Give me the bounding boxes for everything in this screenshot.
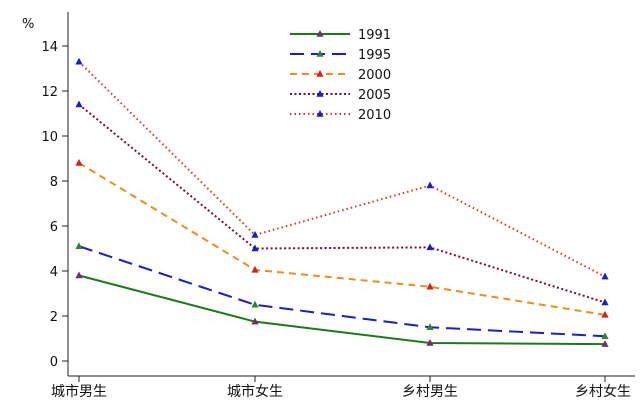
series-line-2000 [78, 162, 606, 316]
y-tick-label-2: 2 [50, 310, 58, 325]
data-point-1995-3 [601, 332, 609, 340]
legend-marker-1995 [316, 50, 324, 57]
y-tick-label-6: 6 [50, 220, 58, 235]
data-point-1991-1 [251, 317, 259, 325]
series-2010 [75, 57, 609, 280]
data-point-2000-2 [426, 282, 434, 290]
y-tick-label-4: 4 [50, 265, 58, 280]
data-point-2010-0 [75, 57, 83, 65]
x-tick-label-2: 乡村男生 [402, 384, 458, 400]
legend-label-1991: 1991 [358, 28, 391, 43]
data-point-1995-2 [426, 323, 434, 331]
legend: 1991 1995 2000 2005 2010 [290, 28, 391, 123]
data-point-2000-1 [251, 265, 259, 273]
legend-label-1995: 1995 [358, 48, 391, 63]
data-point-1995-1 [251, 300, 259, 308]
data-point-2010-3 [601, 272, 609, 280]
data-point-2005-3 [601, 298, 609, 306]
x-tick-label-0: 城市男生 [51, 383, 107, 400]
series-line-2010 [78, 61, 606, 278]
axes: 0 2 4 6 8 10 12 14 城市男生 城市女生 乡村男生 乡村女生 [41, 12, 635, 400]
y-tick-label-10: 10 [41, 130, 58, 145]
x-tick-label-3: 乡村女生 [575, 383, 631, 400]
series-line-2005 [78, 103, 606, 304]
legend-marker-2000 [316, 70, 324, 77]
data-point-2005-0 [75, 100, 83, 108]
data-point-2000-3 [601, 310, 609, 318]
y-unit-label: % [22, 17, 34, 32]
legend-label-2000: 2000 [358, 68, 391, 83]
data-point-2000-0 [75, 159, 83, 166]
series-1995 [75, 242, 609, 340]
legend-marker-2005 [316, 90, 324, 97]
legend-item-1995: 1995 [290, 48, 391, 63]
data-point-1991-0 [75, 271, 83, 279]
y-tick-label-12: 12 [41, 85, 58, 100]
data-point-2010-1 [251, 231, 259, 238]
x-tick-label-1: 城市女生 [227, 383, 283, 400]
y-tick-label-14: 14 [41, 40, 58, 55]
legend-item-2010: 2010 [290, 108, 391, 123]
series-2005 [75, 100, 609, 306]
series-2000 [75, 159, 609, 318]
data-point-1991-2 [426, 339, 434, 346]
data-point-2010-2 [426, 181, 434, 189]
legend-marker-2010 [316, 110, 324, 117]
data-point-2005-2 [426, 243, 434, 251]
series-1991 [75, 271, 609, 347]
legend-label-2010: 2010 [358, 108, 391, 123]
legend-item-2000: 2000 [290, 68, 391, 83]
series-line-1991 [78, 274, 606, 346]
data-point-1995-0 [75, 242, 83, 250]
series-layer [75, 57, 609, 347]
legend-label-2005: 2005 [358, 88, 391, 103]
data-point-2005-1 [251, 244, 259, 252]
legend-item-2005: 2005 [290, 88, 391, 103]
y-tick-label-0: 0 [50, 355, 58, 370]
legend-marker-1991 [316, 30, 324, 37]
legend-item-1991: 1991 [290, 28, 391, 43]
y-tick-label-8: 8 [50, 175, 58, 190]
series-line-1995 [78, 245, 606, 338]
data-point-1991-3 [601, 340, 609, 347]
